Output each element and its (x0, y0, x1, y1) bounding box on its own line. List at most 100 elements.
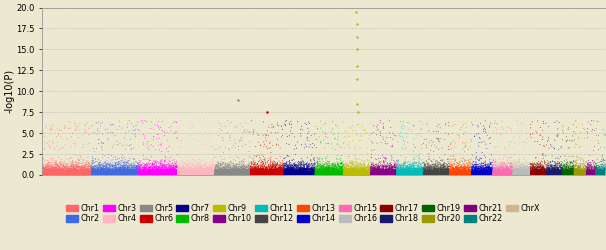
Point (299, 172, 308, 176)
Point (248, 170, 258, 174)
Point (326, 169, 336, 173)
Point (375, 164, 384, 168)
Point (88, 170, 98, 173)
Point (103, 170, 113, 174)
Point (549, 172, 559, 176)
Point (99, 166, 108, 170)
Point (516, 170, 525, 174)
Point (291, 172, 301, 176)
Point (122, 159, 132, 163)
Point (199, 169, 208, 173)
Point (319, 170, 329, 174)
Point (348, 170, 358, 174)
Point (465, 172, 474, 176)
Point (167, 172, 177, 176)
Point (263, 172, 273, 176)
Point (582, 169, 591, 173)
Point (530, 170, 539, 174)
Point (94, 171, 104, 175)
Point (380, 171, 390, 175)
Point (92, 170, 102, 174)
Point (343, 172, 353, 176)
Point (365, 170, 375, 174)
Point (104, 152, 113, 156)
Point (399, 171, 409, 175)
Point (187, 171, 196, 175)
Point (336, 172, 345, 175)
Point (417, 172, 427, 175)
Point (553, 172, 563, 176)
Point (319, 172, 328, 176)
Point (181, 172, 191, 176)
Point (208, 172, 218, 176)
Point (50, 172, 60, 176)
Point (98, 165, 107, 169)
Point (188, 172, 198, 175)
Point (397, 172, 407, 176)
Point (529, 172, 539, 176)
Point (216, 169, 225, 173)
Point (318, 169, 328, 173)
Point (526, 172, 536, 175)
Point (548, 170, 558, 174)
Point (496, 168, 505, 172)
Point (178, 172, 187, 176)
Point (365, 167, 375, 171)
Point (168, 172, 178, 175)
Point (497, 167, 507, 171)
Point (482, 171, 492, 175)
Point (477, 162, 487, 166)
Point (236, 167, 246, 171)
Point (108, 170, 118, 173)
Point (200, 162, 210, 166)
Point (576, 172, 586, 176)
Point (150, 170, 160, 173)
Point (411, 172, 421, 176)
Point (96, 168, 106, 172)
Point (352, 172, 362, 176)
Point (108, 172, 118, 176)
Point (490, 172, 499, 176)
Point (509, 172, 519, 176)
Point (130, 168, 139, 172)
Point (82, 171, 92, 175)
Point (304, 170, 314, 174)
Point (211, 172, 221, 176)
Point (158, 164, 168, 168)
Point (231, 170, 241, 174)
Point (289, 170, 299, 174)
Point (231, 168, 241, 172)
Point (255, 170, 265, 173)
Point (236, 172, 245, 176)
Point (222, 170, 232, 174)
Point (416, 172, 426, 176)
Point (177, 167, 187, 171)
Point (333, 172, 343, 176)
Point (490, 162, 500, 166)
Point (568, 172, 578, 176)
Point (58, 166, 68, 170)
Point (181, 155, 190, 159)
Point (529, 169, 539, 173)
Point (536, 172, 546, 176)
Point (538, 168, 548, 172)
Point (271, 172, 281, 176)
Point (238, 168, 247, 172)
Point (428, 172, 438, 176)
Point (324, 172, 333, 176)
Point (97, 146, 107, 150)
Point (119, 170, 128, 174)
Point (549, 172, 559, 176)
Point (533, 172, 543, 175)
Point (176, 171, 186, 175)
Point (532, 170, 542, 174)
Point (544, 169, 554, 173)
Point (458, 172, 468, 176)
Point (210, 172, 219, 176)
Point (121, 172, 130, 176)
Point (542, 170, 552, 173)
Point (521, 172, 530, 175)
Point (259, 162, 268, 166)
Point (50, 172, 59, 176)
Point (411, 172, 421, 176)
